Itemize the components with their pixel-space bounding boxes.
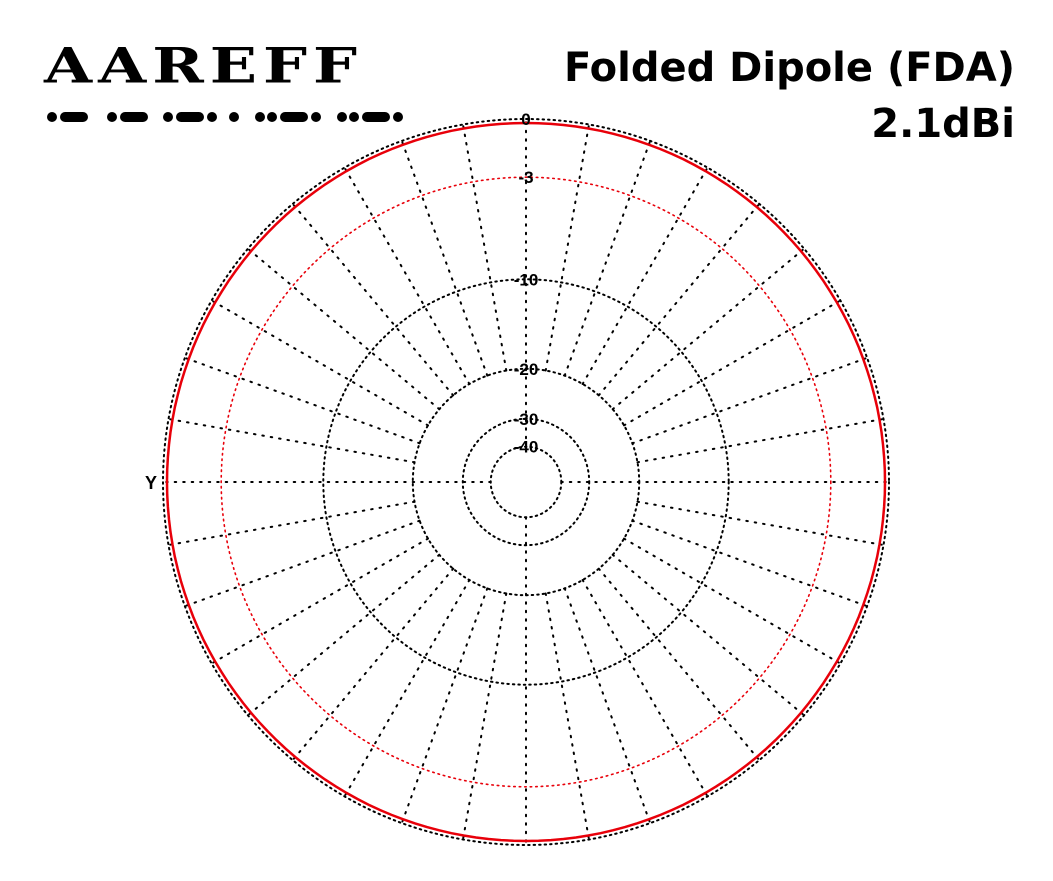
spoke — [631, 356, 869, 445]
spoke — [597, 567, 761, 762]
ring-label: -10 — [514, 270, 539, 289]
spoke — [636, 500, 885, 546]
spoke — [611, 553, 806, 717]
chart-title: Folded Dipole (FDA) — [563, 45, 1015, 91]
spoke — [210, 299, 429, 427]
spoke — [631, 519, 869, 608]
spoke — [400, 139, 489, 377]
ring-minus-40 — [489, 445, 563, 519]
ring-label: 0 — [521, 110, 530, 129]
spoke — [597, 202, 761, 397]
antenna-gain: 2.1dBi — [871, 101, 1015, 147]
spoke — [462, 592, 508, 841]
spoke — [400, 587, 489, 825]
aareff-logo: AAREFF — [40, 39, 420, 130]
polar-grid — [162, 118, 890, 846]
spoke — [183, 356, 421, 445]
spoke — [563, 587, 652, 825]
ring-0 — [162, 118, 890, 846]
logo-wordmark: AAREFF — [44, 37, 364, 95]
spoke — [343, 579, 471, 798]
ring-minus-10 — [322, 278, 730, 686]
spoke — [246, 553, 441, 717]
spoke — [167, 500, 416, 546]
chart-title-block: Folded Dipole (FDA) 2.1dBi — [564, 40, 1015, 152]
spoke — [167, 418, 416, 464]
ring-label: -3 — [518, 168, 533, 187]
spoke — [183, 519, 421, 608]
logo-morse-code — [47, 112, 403, 122]
logo-stencil-stripes — [44, 93, 414, 105]
radiation-pattern — [165, 121, 887, 843]
spoke — [291, 567, 455, 762]
ring-minus-3 — [220, 176, 832, 788]
ring-label: -20 — [514, 360, 539, 379]
spoke — [246, 247, 441, 411]
spoke — [611, 247, 806, 411]
spoke — [544, 123, 590, 372]
spoke — [581, 166, 709, 385]
polar-labels: 0 -3 -10 -20 -30 -40 Y — [145, 110, 538, 493]
ring-label: -30 — [514, 410, 539, 429]
spoke — [291, 202, 455, 397]
spoke — [623, 299, 842, 427]
spoke — [636, 418, 885, 464]
spoke — [210, 537, 429, 665]
spoke — [462, 123, 508, 372]
pattern-line — [165, 121, 887, 843]
spoke — [581, 579, 709, 798]
spoke — [343, 166, 471, 385]
axis-label-y: Y — [145, 473, 157, 493]
spoke — [563, 139, 652, 377]
spoke — [623, 537, 842, 665]
spoke — [544, 592, 590, 841]
ring-label: -40 — [514, 438, 539, 457]
